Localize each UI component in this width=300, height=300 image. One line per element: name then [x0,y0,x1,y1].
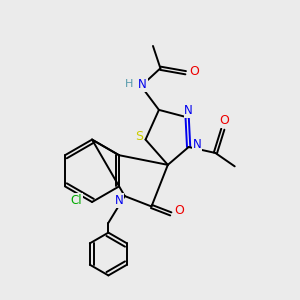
Text: S: S [135,130,143,143]
Text: N: N [138,78,147,91]
Text: H: H [124,79,133,89]
Text: O: O [174,204,184,218]
Text: N: N [114,194,123,207]
Text: Cl: Cl [71,194,82,207]
Text: O: O [219,114,229,128]
Text: O: O [189,65,199,78]
Text: N: N [193,138,201,151]
Text: N: N [184,104,193,117]
